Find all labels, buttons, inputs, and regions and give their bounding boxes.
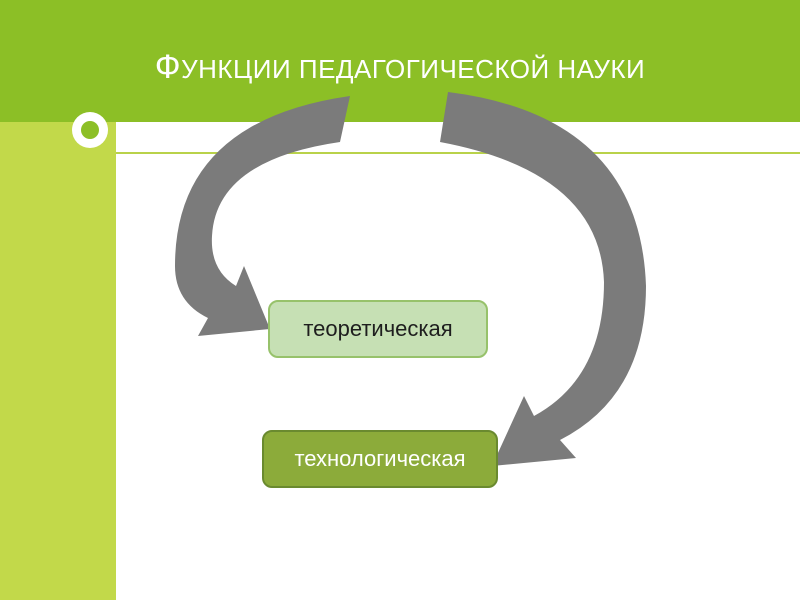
node-theoretical: теоретическая <box>268 300 488 358</box>
title-rest: УНКЦИИ ПЕДАГОГИЧЕСКОЙ НАУКИ <box>181 54 645 84</box>
node-technological: технологическая <box>262 430 498 488</box>
sidebar-block <box>0 122 116 600</box>
node-theoretical-label: теоретическая <box>270 316 486 342</box>
slide-title: ФУНКЦИИ ПЕДАГОГИЧЕСКОЙ НАУКИ <box>0 48 800 87</box>
title-first-letter: Ф <box>155 48 181 86</box>
node-technological-label: технологическая <box>264 446 496 472</box>
accent-circle-inner <box>81 121 99 139</box>
slide: ФУНКЦИИ ПЕДАГОГИЧЕСКОЙ НАУКИ теоретическ… <box>0 0 800 600</box>
